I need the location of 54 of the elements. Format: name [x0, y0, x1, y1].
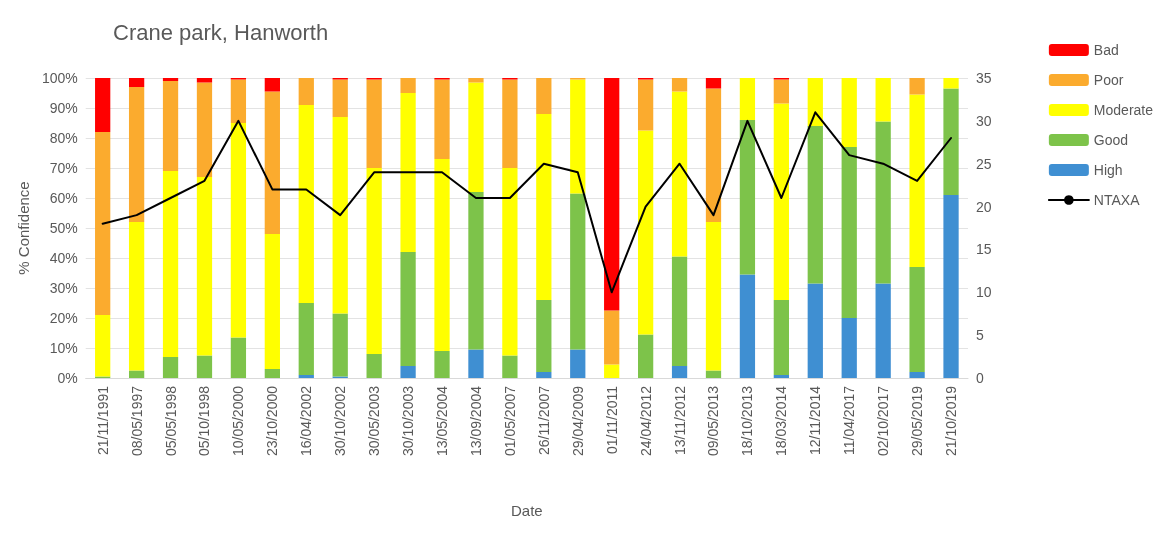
- legend-label: High: [1093, 162, 1123, 178]
- x-axis-title: Date: [511, 502, 543, 519]
- y2-tick-label: 25: [976, 155, 992, 172]
- x-tick-label: 02/10/2017: [875, 385, 892, 457]
- x-tick-label: 09/05/2013: [705, 385, 722, 457]
- y2-tick-label: 0: [976, 370, 984, 386]
- x-tick-label: 30/05/2003: [366, 385, 383, 457]
- y2-tick-label: 20: [976, 198, 992, 215]
- x-tick-label: 21/11/1991: [94, 385, 111, 456]
- x-tick-label: 18/10/2013: [739, 385, 756, 457]
- y-tick-label: 70%: [49, 160, 78, 176]
- y-tick-label: 40%: [49, 250, 78, 266]
- y-tick-label: 20%: [49, 310, 78, 326]
- y-tick-label: 60%: [49, 190, 78, 206]
- x-tick-label: 18/03/2014: [773, 385, 790, 457]
- x-tick-label: 01/11/2011: [603, 385, 620, 454]
- y-tick-label: 10%: [49, 340, 78, 356]
- legend-label: Poor: [1093, 72, 1124, 88]
- legend-label: Bad: [1093, 42, 1119, 58]
- legend-label: NTAXA: [1093, 192, 1141, 208]
- x-tick-label: 23/10/2000: [264, 385, 281, 457]
- chart-title: Crane park, Hanworth: [113, 19, 329, 45]
- x-tick-label: 13/05/2004: [434, 385, 451, 457]
- y-tick-label: 90%: [49, 100, 78, 116]
- x-tick-label: 16/04/2002: [298, 385, 315, 457]
- x-tick-label: 05/05/1998: [162, 385, 179, 457]
- y2-tick-label: 10: [976, 284, 992, 301]
- x-tick-label: 05/10/1998: [196, 385, 213, 457]
- y-tick-label: 0%: [57, 370, 78, 386]
- y-tick-label: 50%: [49, 220, 78, 236]
- y2-tick-label: 15: [976, 241, 992, 258]
- y-axis-title: % Confidence: [15, 181, 32, 275]
- y2-tick-label: 5: [976, 327, 984, 344]
- x-tick-label: 29/04/2009: [569, 385, 586, 457]
- x-tick-label: 01/05/2007: [501, 385, 518, 457]
- x-tick-label: 21/10/2019: [943, 385, 960, 457]
- x-tick-label: 30/10/2002: [332, 385, 349, 457]
- x-tick-label: 30/10/2003: [400, 385, 417, 457]
- x-tick-label: 29/05/2019: [909, 385, 926, 457]
- y2-tick-label: 35: [976, 70, 992, 86]
- x-tick-label: 12/11/2014: [807, 385, 824, 456]
- x-tick-label: 13/11/2012: [671, 385, 688, 456]
- legend-label: Good: [1093, 132, 1129, 148]
- x-tick-label: 11/04/2017: [841, 385, 858, 456]
- y-tick-label: 30%: [49, 280, 78, 296]
- x-tick-label: 26/11/2007: [535, 385, 552, 456]
- y-tick-label: 80%: [49, 130, 78, 146]
- x-tick-label: 08/05/1997: [128, 385, 145, 457]
- x-tick-label: 13/09/2004: [467, 385, 484, 457]
- y2-tick-label: 30: [976, 112, 992, 129]
- x-tick-label: 10/05/2000: [230, 385, 247, 457]
- legend-label: Moderate: [1093, 102, 1154, 118]
- y-tick-label: 100%: [41, 70, 78, 86]
- x-tick-label: 24/04/2012: [637, 385, 654, 457]
